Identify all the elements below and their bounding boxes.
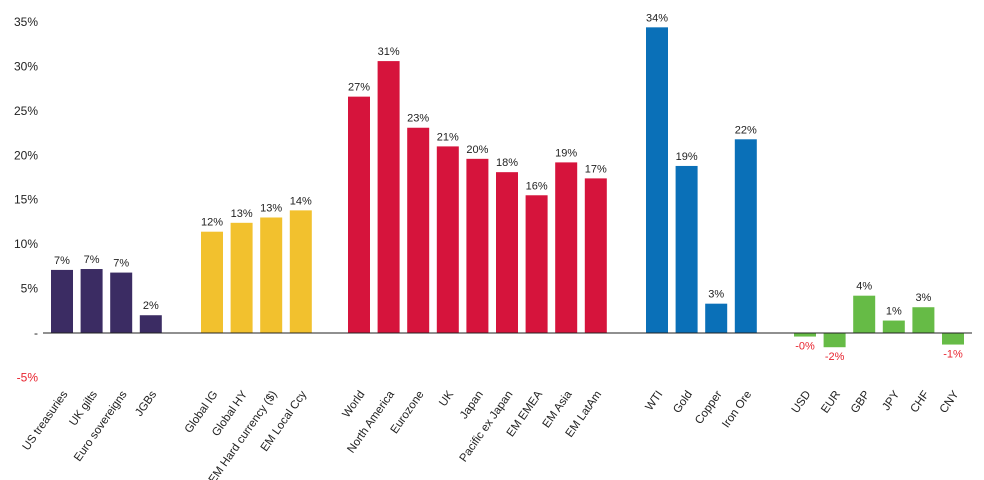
category-label-jpy: JPY [880,389,902,413]
y-tick-label: 5% [21,282,39,296]
bar-wti [646,27,668,334]
y-tick-label: 25% [14,104,38,118]
data-label-em-asia: 19% [555,147,577,159]
category-label-us-treasuries: US treasuries [21,389,71,453]
data-label-iron-ore: 22% [735,124,757,136]
category-label-usd: USD [790,389,814,416]
category-label-pacific-ex-japan: Pacific ex Japan [458,389,516,464]
y-tick-label: 10% [14,237,38,251]
bar-jgbs [139,315,162,333]
bar-us-treasuries [51,269,73,333]
data-label-gold: 19% [676,151,698,163]
category-label-gbp: GBP [849,389,873,416]
bar-jpy [882,320,905,333]
data-label-world: 27% [348,82,370,94]
bar-north-america [377,61,400,334]
bar-chf [912,307,935,333]
bar-euro-sovereigns [110,272,133,333]
bar-eurozone [407,127,430,334]
bar-gold [675,165,698,333]
data-label-uk-gilts: 7% [84,254,100,266]
data-label-em-latam: 17% [585,163,607,175]
data-label-euro-sovereigns: 7% [113,258,129,270]
category-label-copper: Copper [693,389,725,427]
category-label-jgbs: JGBs [133,389,159,419]
bar-em-hard-currency [260,217,283,333]
bar-global-hy [230,222,253,333]
y-tick-label: 30% [14,59,38,73]
y-tick-label: 20% [14,148,38,162]
bar-em-asia [555,162,578,333]
y-tick-label: -5% [17,370,39,384]
data-label-eurozone: 23% [407,113,429,125]
category-label-iron-ore: Iron Ore [720,389,754,430]
data-label-em-emea: 16% [526,180,548,192]
y-tick-label: - [34,326,38,340]
y-tick-label: 35% [14,15,38,29]
bar-usd [794,333,816,337]
bar-em-local-ccy [289,210,312,333]
bar-eur [823,333,846,348]
data-label-global-hy: 13% [231,208,253,220]
data-label-cny: -1% [943,349,963,361]
data-label-pacific-ex-japan: 18% [496,157,518,169]
category-label-chf: CHF [908,389,931,415]
bar-world [348,96,370,333]
data-label-usd: -0% [795,341,815,353]
data-label-copper: 3% [708,289,724,301]
data-label-japan: 20% [466,144,488,156]
category-label-wti: WTI [644,389,666,413]
data-label-us-treasuries: 7% [54,255,70,267]
category-label-euro-sovereigns: Euro sovereigns [72,389,130,464]
data-label-chf: 3% [915,292,931,304]
bar-uk [436,146,459,333]
category-label-eur: EUR [819,389,843,416]
bar-iron-ore [734,139,757,333]
bar-global-ig [201,231,223,333]
bar-em-emea [525,195,548,333]
data-label-gbp: 4% [856,281,872,293]
data-label-wti: 34% [646,12,668,24]
y-axis: 35% 30% 25% 20% 15% 10% 5% - -5% [14,15,38,384]
data-label-eur: -2% [825,351,845,363]
bar-em-latam [584,178,607,333]
category-label-japan: Japan [458,389,486,422]
bar-cny [942,333,964,345]
bar-pacific-ex-japan [496,172,518,333]
data-label-jgbs: 2% [143,300,159,312]
category-label-gold: Gold [671,389,695,416]
data-label-jpy: 1% [886,306,902,318]
bar-uk-gilts [80,269,103,333]
data-label-global-ig: 12% [201,217,223,229]
data-labels: 7% 7% 7% 2% 12% 13% 13% 14% 27% 31% 23% 21% 20% 18% 16… [54,12,963,363]
category-label-uk: UK [437,389,456,409]
y-tick-label: 15% [14,193,38,207]
category-label-world: World [341,389,368,420]
data-label-uk: 21% [437,131,459,143]
data-label-em-local-ccy: 14% [290,195,312,207]
bar-copper [705,303,728,333]
bar-japan [466,158,489,333]
bars [51,27,964,348]
data-label-north-america: 31% [378,46,400,58]
data-label-em-hard-currency: 13% [260,202,282,214]
bar-gbp [853,295,876,333]
category-label-cny: CNY [938,389,962,416]
